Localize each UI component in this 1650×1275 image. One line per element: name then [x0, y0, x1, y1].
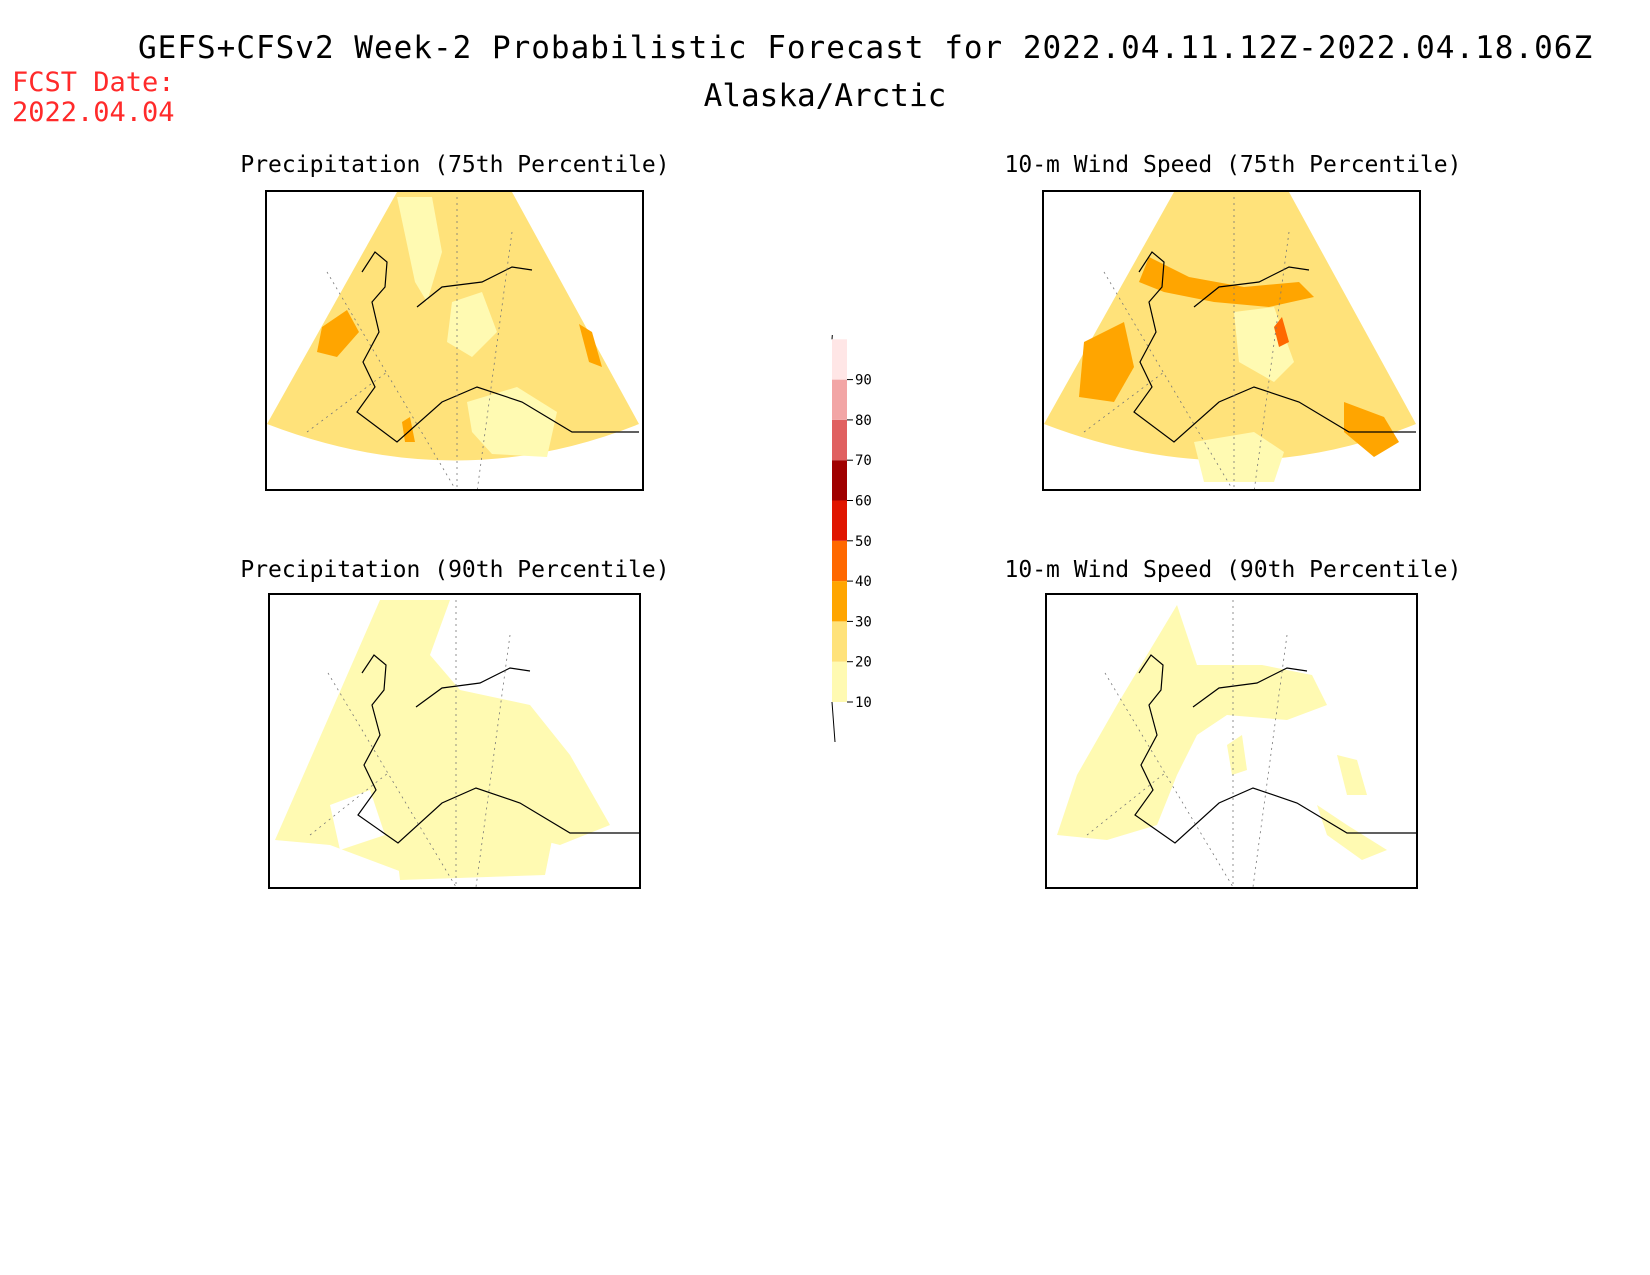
forecast-patch-high	[317, 310, 359, 357]
colorbar-bin-60	[832, 460, 847, 501]
forecast-patch-higher	[1274, 317, 1289, 347]
north-coastline	[1192, 667, 1308, 708]
colorbar-bin-20	[832, 621, 847, 662]
colorbar-bin-10	[832, 661, 847, 702]
forecast-patch-low	[397, 197, 442, 302]
forecast-patch-high	[402, 417, 415, 442]
colorbar-tick-label: 80	[855, 413, 872, 429]
colorbar-tick-label: 10	[855, 695, 872, 711]
map-panel-precip-75	[265, 190, 644, 491]
forecast-patch-low	[1337, 755, 1367, 795]
fcst-date: 2022.04.04	[12, 97, 175, 128]
alaska-coastline	[357, 654, 639, 844]
fcst-label: FCST Date:	[12, 67, 175, 98]
colorbar-bin-80	[832, 379, 847, 420]
region-subtitle: Alaska/Arctic	[703, 78, 947, 114]
colorbar-bottom-arrow	[831, 701, 836, 743]
graticule	[309, 600, 511, 887]
colorbar-bin-30	[832, 581, 847, 622]
forecast-field-main	[1057, 605, 1327, 840]
colorbar-legend: 10 20 30 40 50 60 70 80 90	[831, 299, 872, 743]
forecast-field-base	[1044, 192, 1416, 461]
north-coastline	[416, 266, 533, 308]
panel-title-wind-90: 10-m Wind Speed (90th Percentile)	[1004, 557, 1462, 583]
map-panel-wind-90	[1045, 593, 1418, 889]
map-wind-90	[1057, 600, 1416, 887]
colorbar-top-arrow	[831, 299, 836, 340]
map-panel-precip-90	[268, 593, 641, 889]
forecast-patch-high	[1079, 322, 1134, 402]
panel-title-wind-75: 10-m Wind Speed (75th Percentile)	[1004, 152, 1462, 178]
alaska-coastline	[1133, 251, 1416, 443]
forecast-patch-low	[467, 387, 557, 457]
forecast-patch-low	[1227, 735, 1247, 775]
forecast-patch-low	[390, 785, 555, 880]
graticule	[1083, 197, 1290, 489]
colorbar-tick-label: 30	[855, 614, 872, 630]
forecast-patch-low	[1194, 432, 1284, 482]
panel-title-precip-90: Precipitation (90th Percentile)	[240, 557, 670, 583]
colorbar-tick-label: 40	[855, 574, 872, 590]
forecast-patch-none	[330, 790, 385, 850]
alaska-coastline	[1134, 654, 1416, 844]
map-precip-90	[275, 600, 639, 887]
colorbar-tick-label: 50	[855, 534, 872, 550]
north-coastline	[1193, 266, 1310, 308]
graticule	[1086, 600, 1288, 887]
colorbar: 10 20 30 40 50 60 70 80 90	[820, 299, 900, 745]
forecast-patch-high	[1344, 402, 1399, 457]
colorbar-bin-40	[832, 540, 847, 582]
forecast-patch-high	[1139, 257, 1314, 307]
graticule	[306, 197, 513, 489]
panel-title-precip-75: Precipitation (75th Percentile)	[240, 152, 670, 178]
colorbar-tick-label: 60	[855, 494, 872, 510]
colorbar-tick-label: 20	[855, 655, 872, 671]
colorbar-bin-50	[832, 500, 847, 541]
north-coastline	[415, 667, 531, 708]
colorbar-bin-90	[832, 339, 847, 380]
forecast-patch-high	[579, 324, 602, 367]
forecast-date-block: FCST Date: 2022.04.04	[12, 68, 175, 128]
map-precip-75	[267, 192, 639, 489]
alaska-coastline	[356, 251, 639, 443]
colorbar-bin-70	[832, 419, 847, 461]
map-wind-75	[1044, 192, 1416, 489]
map-panel-wind-75	[1042, 190, 1421, 491]
colorbar-tick-label: 70	[855, 453, 872, 469]
forecast-patch-low	[447, 292, 497, 357]
colorbar-tick-label: 90	[855, 373, 872, 389]
